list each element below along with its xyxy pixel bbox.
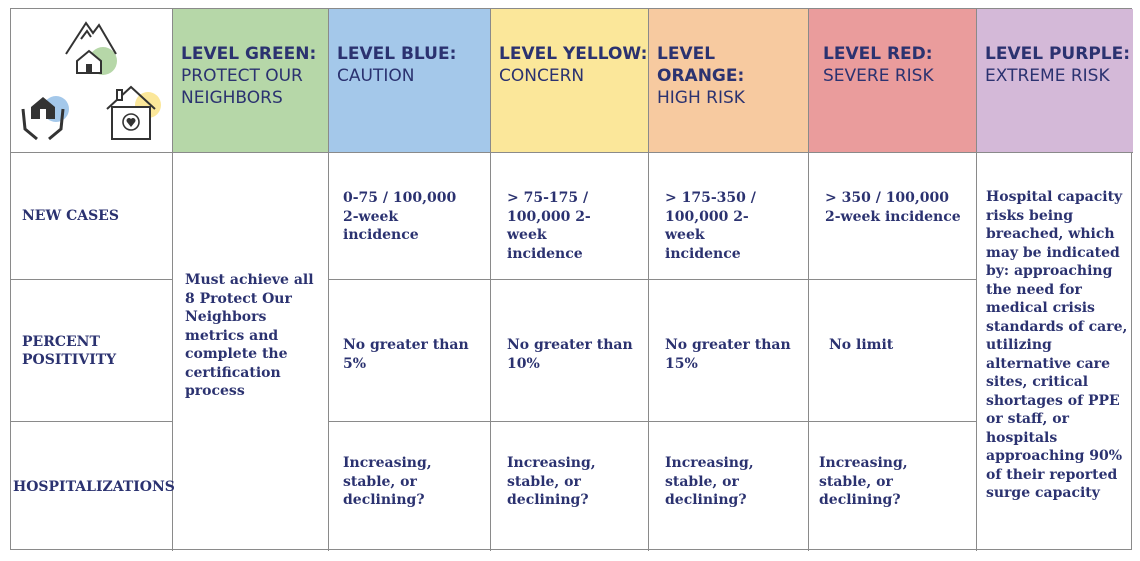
row-label-percent-positivity-text: PERCENT POSITIVITY (22, 333, 117, 368)
header-yellow-level: LEVEL YELLOW: (499, 44, 648, 64)
header-blue: LEVEL BLUE: CAUTION (329, 9, 491, 153)
green-criteria-cell: Must achieve all 8 Protect Our Neighbors… (173, 153, 329, 551)
hosp-orange: Increasing, stable, or declining? (649, 422, 809, 551)
header-purple: LEVEL PURPLE: EXTREME RISK (977, 9, 1133, 153)
header-blue-sub: CAUTION (337, 66, 415, 86)
header-red: LEVEL RED: SEVERE RISK (809, 9, 977, 153)
hosp-orange-text: Increasing, stable, or declining? (665, 455, 754, 508)
header-green-sub: PROTECT OUR NEIGHBORS (181, 66, 303, 108)
heart-house-icon (106, 85, 161, 140)
purple-criteria-cell: Hospital capacity risks being breached, … (977, 153, 1133, 551)
hosp-red-text: Increasing, stable, or declining? (819, 455, 908, 508)
positivity-yellow-text: No greater than 10% (507, 337, 633, 372)
row-label-new-cases-text: NEW CASES (22, 208, 119, 224)
header-orange-level: LEVEL ORANGE: (657, 44, 745, 86)
icons-group (21, 21, 161, 141)
row-label-hospitalizations: HOSPITALIZATIONS (11, 422, 175, 551)
mountain-house-icon (65, 21, 117, 75)
new-cases-blue: 0-75 / 100,000 2-week incidence (329, 153, 491, 280)
hosp-yellow-text: Increasing, stable, or declining? (507, 455, 596, 508)
header-orange: LEVEL ORANGE: HIGH RISK (649, 9, 809, 153)
hosp-blue-text: Increasing, stable, or declining? (343, 455, 432, 508)
icon-cell (11, 9, 173, 153)
hosp-yellow: Increasing, stable, or declining? (491, 422, 649, 551)
header-green: LEVEL GREEN: PROTECT OUR NEIGHBORS (173, 9, 329, 153)
header-red-level: LEVEL RED: (823, 44, 933, 64)
positivity-orange: No greater than 15% (649, 280, 809, 422)
positivity-blue-text: No greater than 5% (343, 337, 469, 372)
header-orange-sub: HIGH RISK (657, 88, 745, 108)
hosp-blue: Increasing, stable, or declining? (329, 422, 491, 551)
new-cases-orange-text: > 175-350 / 100,000 2-week incidence (665, 190, 756, 262)
new-cases-red: > 350 / 100,000 2-week incidence (809, 153, 977, 280)
positivity-blue: No greater than 5% (329, 280, 491, 422)
positivity-red-text: No limit (829, 337, 894, 353)
header-green-level: LEVEL GREEN: (181, 44, 317, 64)
risk-level-table: LEVEL GREEN: PROTECT OUR NEIGHBORS LEVEL… (10, 8, 1133, 551)
green-criteria-text: Must achieve all 8 Protect Our Neighbors… (185, 272, 314, 399)
header-yellow-sub: CONCERN (499, 66, 585, 86)
positivity-yellow: No greater than 10% (491, 280, 649, 422)
new-cases-yellow-text: > 75-175 / 100,000 2-week incidence (507, 190, 591, 262)
header-purple-level: LEVEL PURPLE: (985, 44, 1131, 64)
new-cases-yellow: > 75-175 / 100,000 2-week incidence (491, 153, 649, 280)
positivity-red: No limit (809, 280, 977, 422)
header-blue-level: LEVEL BLUE: (337, 44, 457, 64)
header-purple-sub: EXTREME RISK (985, 66, 1110, 86)
row-label-hospitalizations-text: HOSPITALIZATIONS (13, 478, 175, 495)
row-label-new-cases: NEW CASES (11, 153, 173, 280)
purple-criteria-text: Hospital capacity risks being breached, … (986, 189, 1128, 501)
header-red-sub: SEVERE RISK (823, 66, 934, 86)
positivity-orange-text: No greater than 15% (665, 337, 791, 372)
row-label-percent-positivity: PERCENT POSITIVITY (11, 280, 173, 422)
new-cases-blue-text: 0-75 / 100,000 2-week incidence (343, 190, 457, 243)
hands-house-icon (21, 96, 69, 141)
new-cases-red-text: > 350 / 100,000 2-week incidence (825, 190, 961, 225)
new-cases-orange: > 175-350 / 100,000 2-week incidence (649, 153, 809, 280)
hosp-red: Increasing, stable, or declining? (809, 422, 977, 551)
header-yellow: LEVEL YELLOW: CONCERN (491, 9, 649, 153)
